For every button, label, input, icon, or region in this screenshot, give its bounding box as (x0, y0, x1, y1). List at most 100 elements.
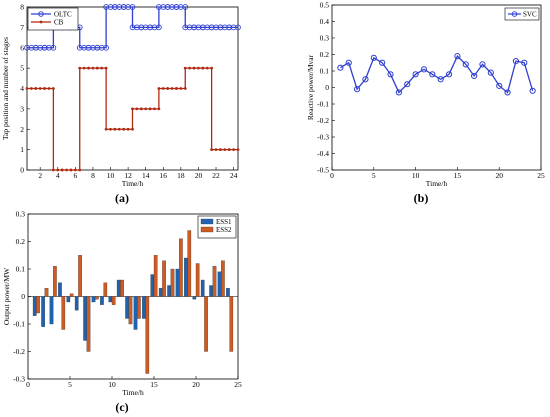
x-tick-label-b: 25 (537, 171, 545, 180)
x-tick-label-a: 12 (124, 171, 132, 180)
chart-b: 0 5 10 15 20 25 -0.5 -0.4 -0.3 -0.2 -0.1 0 0.1 0.2 0.3… (306, 1, 545, 206)
y-axis-label-a: Tap position and number of stages (1, 37, 10, 140)
bar-ess2 (103, 282, 108, 297)
x-tick-label-a: 14 (142, 171, 150, 180)
bar-ess2 (221, 260, 225, 297)
data-point-cb (43, 87, 46, 90)
bar-ess2 (95, 296, 99, 300)
bar-ess2 (137, 296, 141, 319)
x-tick-label-a: 2 (38, 171, 42, 180)
data-point-cb (109, 127, 112, 131)
data-point-svc (379, 59, 386, 66)
data-point-cb (205, 66, 209, 70)
data-point-svc (387, 71, 394, 78)
data-point-cb (131, 127, 134, 131)
bar-ess2 (36, 296, 40, 314)
x-tick-label-a: 24 (230, 171, 238, 180)
legend-marker-svc (511, 11, 518, 17)
data-point-cb (197, 66, 200, 70)
x-axis-label-b: Time/h (426, 179, 448, 188)
data-point-cb (144, 107, 148, 111)
data-point-cb (91, 66, 95, 70)
data-point-svc (404, 81, 411, 88)
x-tick-label-a: 18 (177, 171, 185, 180)
data-point-cb (175, 87, 178, 90)
data-point-cb (219, 148, 222, 152)
y-tick-label-a: 8 (20, 3, 24, 12)
bar-ess2 (170, 268, 175, 297)
y-tick-label-c: -0.1 (13, 320, 25, 329)
x-tick-label-c: 20 (192, 380, 200, 389)
data-point-cb (126, 127, 130, 131)
bar-ess2 (187, 230, 192, 297)
bar-ess1 (41, 296, 45, 327)
bar-ess1 (116, 279, 121, 297)
bar-ess2 (179, 238, 183, 297)
data-point-oltc (156, 24, 162, 31)
legend-label-ess2: ESS2 (216, 226, 232, 234)
x-tick-label-c: 10 (108, 380, 116, 389)
y-tick-label-c: 0.1 (16, 265, 26, 274)
x-tick-label-a: 6 (73, 171, 77, 180)
bar-ess2 (53, 266, 57, 297)
bar-ess1 (66, 296, 71, 303)
bar-ess2 (145, 296, 150, 374)
data-point-cb (117, 127, 121, 131)
data-point-cb (51, 168, 55, 172)
data-point-svc (454, 53, 461, 60)
data-point-cb (139, 107, 143, 111)
data-point-svc (395, 89, 402, 96)
legend-label-cb: CB (54, 19, 64, 27)
y-tick-label-a: 1 (20, 145, 24, 154)
y-tick-label-c: 0 (21, 292, 25, 301)
data-point-svc (370, 54, 377, 61)
y-tick-label-c: -0.2 (13, 347, 25, 356)
y-tick-label-a: 5 (20, 64, 24, 73)
data-point-oltc (182, 4, 189, 10)
y-tick-label-b: -0.4 (317, 149, 329, 158)
bar-ess2 (128, 296, 133, 325)
legend-swatch-ess1 (200, 218, 214, 225)
data-point-cb (157, 107, 161, 111)
data-point-oltc (235, 24, 241, 31)
data-point-svc (412, 71, 419, 78)
data-point-cb (95, 66, 99, 70)
panel-label-a: (a) (115, 191, 129, 205)
y-tick-label-b: -0.1 (317, 100, 329, 109)
bar-ess1 (32, 296, 37, 316)
x-tick-label-b: 15 (454, 171, 462, 180)
y-tick-label-a: 3 (20, 104, 24, 113)
data-point-cb (131, 107, 134, 111)
bar-ess1 (58, 282, 62, 297)
chart-c: 0 5 10 15 20 25 -0.3 -0.2 -0.1 0 0.1 0.2 0.3 Time/h Ou… (2, 210, 242, 415)
data-point-cb (232, 148, 236, 152)
x-tick-label-c: 25 (234, 380, 242, 389)
bar-ess2 (162, 260, 166, 297)
data-point-svc (420, 66, 428, 73)
data-point-cb (29, 87, 33, 90)
data-point-cb (122, 127, 126, 131)
y-tick-label-b: 0 (325, 83, 329, 92)
data-point-cb (201, 66, 205, 70)
y-tick-label-b: 0.4 (320, 17, 330, 26)
legend-swatch-ess2 (200, 226, 214, 233)
legend-box-b (504, 7, 540, 21)
data-point-cb (214, 148, 218, 152)
y-tick-label-a: 6 (20, 43, 24, 52)
data-point-cb (51, 87, 55, 90)
data-point-cb (236, 148, 240, 152)
data-point-svc (479, 61, 486, 68)
data-point-svc (521, 59, 528, 66)
data-point-oltc (129, 4, 136, 10)
data-point-cb (179, 87, 183, 90)
data-point-cb (104, 66, 108, 70)
bar-ess2 (69, 293, 74, 297)
data-point-svc (429, 71, 436, 78)
y-tick-label-c: -0.3 (13, 375, 25, 384)
data-point-cb (227, 148, 231, 152)
bar-ess1 (175, 268, 180, 297)
bar-ess1 (167, 285, 171, 297)
bar-ess1 (108, 296, 113, 303)
